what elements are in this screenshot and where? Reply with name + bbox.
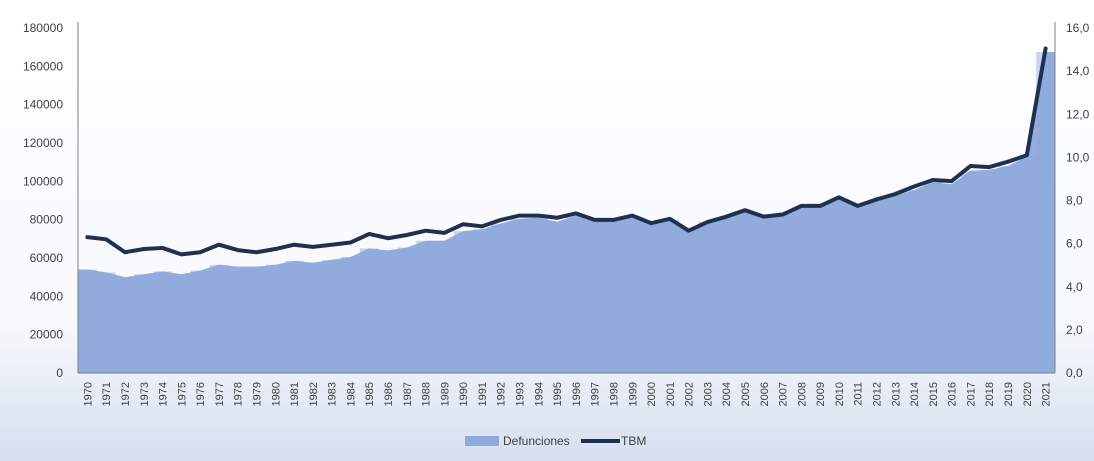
y-right-tick-label: 6,0 (1066, 237, 1083, 251)
x-tick-label: 2012 (872, 382, 884, 406)
x-tick-label: 2014 (909, 382, 921, 406)
x-tick-label: 2013 (890, 382, 902, 406)
y-left-tick-label: 180000 (23, 21, 63, 35)
y-right-tick-label: 16,0 (1066, 21, 1090, 35)
x-tick-label: 2004 (721, 382, 733, 406)
legend-swatch-defunciones (465, 436, 499, 446)
x-tick-label: 1986 (383, 382, 395, 406)
y-left-tick-label: 120000 (23, 136, 63, 150)
x-tick-label: 1973 (139, 382, 151, 406)
x-tick-label: 2008 (796, 382, 808, 406)
x-tick-label: 1976 (195, 382, 207, 406)
x-tick-label: 2003 (702, 382, 714, 406)
x-tick-label: 1970 (82, 382, 94, 406)
x-tick-label: 1978 (233, 382, 245, 406)
y-left-tick-label: 60000 (30, 251, 64, 265)
x-tick-label: 1991 (477, 382, 489, 406)
x-tick-label: 1974 (158, 382, 170, 406)
y-left-tick-label: 80000 (30, 213, 64, 227)
x-tick-label: 2000 (646, 382, 658, 406)
y-right-tick-label: 14,0 (1066, 64, 1090, 78)
x-tick-label: 1990 (458, 382, 470, 406)
x-tick-label: 2009 (815, 382, 827, 406)
x-tick-label: 2005 (740, 382, 752, 406)
y-left-tick-label: 160000 (23, 59, 63, 73)
x-tick-label: 1996 (571, 382, 583, 406)
x-tick-label: 2002 (684, 382, 696, 406)
area-defunciones (78, 51, 1055, 373)
x-tick-label: 1997 (590, 382, 602, 406)
x-tick-label: 1977 (214, 382, 226, 406)
x-tick-label: 1995 (552, 382, 564, 406)
x-tick-label: 2010 (834, 382, 846, 406)
line-tbm (85, 46, 1048, 257)
x-tick-label: 1983 (327, 382, 339, 406)
legend: Defunciones TBM (465, 434, 646, 448)
y-right-tick-label: 8,0 (1066, 194, 1083, 208)
x-tick-label: 2020 (1022, 382, 1034, 406)
x-tick-label: 1971 (101, 382, 113, 406)
y-right-tick-label: 2,0 (1066, 323, 1083, 337)
x-tick-label: 1982 (308, 382, 320, 406)
x-tick-label: 2021 (1041, 382, 1053, 406)
x-tick-label: 1999 (627, 382, 639, 406)
x-tick-label: 1984 (345, 382, 357, 406)
y-right-tick-label: 4,0 (1066, 280, 1083, 294)
y-right-tick-label: 12,0 (1066, 107, 1090, 121)
x-tick-label: 1992 (496, 382, 508, 406)
x-tick-label: 1988 (421, 382, 433, 406)
y-left-tick-label: 100000 (23, 174, 63, 188)
y-right-tick-label: 10,0 (1066, 150, 1090, 164)
x-tick-label: 1979 (251, 382, 263, 406)
y-left-tick-label: 40000 (30, 289, 64, 303)
x-tick-label: 1993 (515, 382, 527, 406)
y-left-tick-label: 20000 (30, 328, 64, 342)
x-tick-label: 1981 (289, 382, 301, 406)
x-tick-label: 1972 (120, 382, 132, 406)
x-tick-label: 1985 (364, 382, 376, 406)
x-tick-label: 1980 (270, 382, 282, 406)
x-tick-label: 2016 (947, 382, 959, 406)
x-tick-label: 1994 (533, 382, 545, 406)
y-left-tick-label: 140000 (23, 98, 63, 112)
x-tick-label: 1987 (402, 382, 414, 406)
y-right-tick-label: 0,0 (1066, 366, 1083, 380)
x-tick-label: 1975 (176, 382, 188, 406)
x-tick-label: 1989 (439, 382, 451, 406)
x-tick-label: 2007 (778, 382, 790, 406)
x-tick-label: 2018 (984, 382, 996, 406)
x-tick-label: 2017 (965, 382, 977, 406)
x-tick-label: 1998 (608, 382, 620, 406)
y-left-tick-label: 0 (56, 366, 63, 380)
x-tick-label: 2011 (853, 382, 865, 406)
legend-label-tbm: TBM (621, 434, 646, 448)
legend-label-defunciones: Defunciones (503, 434, 570, 448)
x-tick-label: 2015 (928, 382, 940, 406)
x-tick-label: 2001 (665, 382, 677, 406)
x-tick-label: 2006 (759, 382, 771, 406)
x-tick-label: 2019 (1003, 382, 1015, 406)
